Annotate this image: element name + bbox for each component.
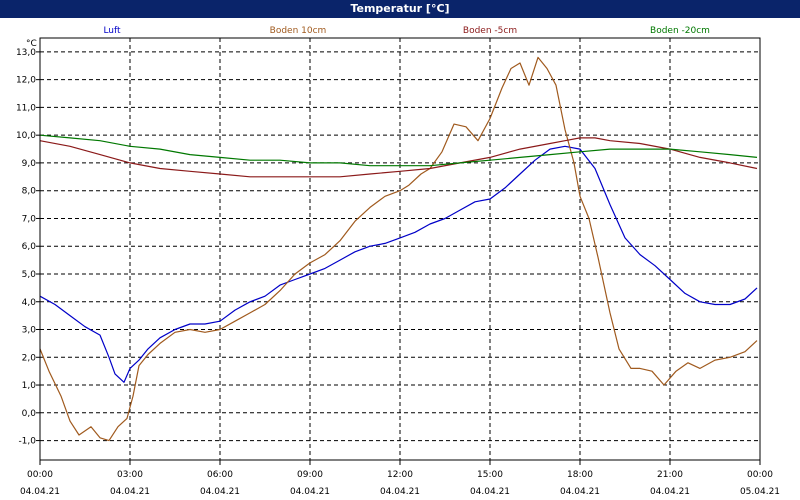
legend-entry-1: Boden 10cm xyxy=(270,26,327,36)
y-tick-label: 0,0 xyxy=(22,409,37,419)
y-tick-label: 1,0 xyxy=(22,381,37,391)
y-tick-label: 13,0 xyxy=(16,48,36,58)
x-tick-date-label: 04.04.21 xyxy=(560,487,600,497)
y-tick-label: 10,0 xyxy=(16,131,36,141)
y-axis-label: °C xyxy=(26,39,37,49)
x-tick-date-label: 04.04.21 xyxy=(110,487,150,497)
x-tick-time-label: 12:00 xyxy=(387,470,413,480)
legend-entry-3: Boden -20cm xyxy=(650,26,710,36)
x-tick-time-label: 00:00 xyxy=(747,470,773,480)
x-tick-time-label: 06:00 xyxy=(207,470,233,480)
x-tick-time-label: 18:00 xyxy=(567,470,593,480)
series-line-0 xyxy=(39,145,758,383)
y-tick-label: 5,0 xyxy=(22,270,37,280)
x-tick-date-label: 04.04.21 xyxy=(380,487,420,497)
y-tick-label: 7,0 xyxy=(22,214,37,224)
y-tick-label: 6,0 xyxy=(22,242,37,252)
y-tick-label: 8,0 xyxy=(22,187,37,197)
x-tick-date-label: 04.04.21 xyxy=(650,487,690,497)
x-tick-date-label: 04.04.21 xyxy=(470,487,510,497)
legend: Luft Boden 10cm Boden -5cm Boden -20cm xyxy=(103,26,710,36)
x-tick-time-label: 21:00 xyxy=(657,470,683,480)
y-tick-label: 4,0 xyxy=(22,298,37,308)
grid xyxy=(40,38,760,460)
series-lines xyxy=(39,56,758,442)
x-tick-date-label: 04.04.21 xyxy=(290,487,330,497)
x-tick-time-label: 03:00 xyxy=(117,470,143,480)
series-line-1 xyxy=(39,56,758,442)
x-tick-time-label: 00:00 xyxy=(27,470,53,480)
y-tick-label: 2,0 xyxy=(22,353,37,363)
series-line-3 xyxy=(39,134,758,167)
legend-entry-0: Luft xyxy=(103,26,121,36)
x-tick-date-label: 04.04.21 xyxy=(200,487,240,497)
x-tick-date-label: 05.04.21 xyxy=(740,487,780,497)
x-tick-date-label: 04.04.21 xyxy=(20,487,60,497)
y-tick-label: 12,0 xyxy=(16,76,36,86)
series-line-2 xyxy=(39,137,758,178)
window-title: Temperatur [°C] xyxy=(0,0,800,18)
y-tick-label: 11,0 xyxy=(16,103,36,113)
x-tick-time-label: 15:00 xyxy=(477,470,503,480)
legend-entry-2: Boden -5cm xyxy=(463,26,517,36)
y-tick-label: -1,0 xyxy=(18,437,36,447)
y-axis-ticks: 13,0 12,0 11,0 10,0 9,0 8,0 7,0 6,0 5,0 4,0 3,0 2,0… xyxy=(16,48,40,447)
x-tick-time-label: 09:00 xyxy=(297,470,323,480)
y-tick-label: 9,0 xyxy=(22,159,37,169)
temperature-chart: 13,0 12,0 11,0 10,0 9,0 8,0 7,0 6,0 5,0 4,0 3,0 2,0… xyxy=(0,18,800,500)
y-tick-label: 3,0 xyxy=(22,326,37,336)
x-axis-ticks: 00:00 04.04.21 03:00 04.04.21 06:00 04.04.21 0… xyxy=(20,460,780,497)
